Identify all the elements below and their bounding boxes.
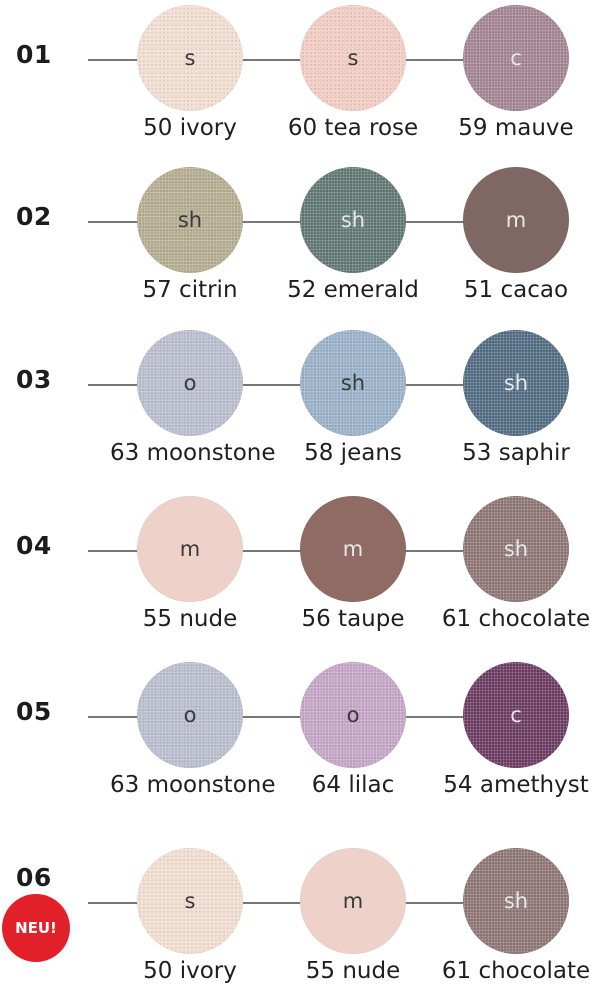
finish-code: s — [184, 46, 196, 70]
finish-code: sh — [177, 208, 203, 232]
color-swatch: sh — [137, 167, 243, 273]
color-swatch: o — [300, 662, 406, 768]
palette-row-05: 05 o 63 moonstone o 64 lilac c 54 amethyst — [0, 657, 612, 817]
color-swatch: m — [300, 848, 406, 954]
color-swatch: s — [137, 5, 243, 111]
shade-label: 64 lilac — [311, 772, 395, 798]
shade-item: s 50 ivory — [110, 5, 270, 141]
shade-item: c 59 mauve — [436, 5, 596, 141]
palette-number: 01 — [16, 40, 52, 69]
shade-label: 51 cacao — [463, 277, 569, 303]
color-swatch: c — [463, 5, 569, 111]
palette-number: 06 — [16, 863, 52, 892]
finish-code: s — [347, 46, 359, 70]
finish-code: o — [183, 703, 197, 727]
new-badge-label: NEU! — [15, 919, 57, 937]
shade-item: c 54 amethyst — [436, 662, 596, 798]
shade-item: s 50 ivory — [110, 848, 270, 984]
finish-code: o — [183, 371, 197, 395]
color-swatch: sh — [300, 167, 406, 273]
shade-label: 54 amethyst — [443, 772, 589, 798]
color-swatch: o — [137, 662, 243, 768]
color-swatch: m — [300, 496, 406, 602]
color-swatch: s — [137, 848, 243, 954]
shade-label: 50 ivory — [143, 115, 237, 141]
finish-code: o — [346, 703, 360, 727]
shade-item: sh 53 saphir — [436, 330, 596, 466]
shade-label: 61 chocolate — [441, 958, 591, 984]
palette-number: 03 — [16, 365, 52, 394]
shade-item: m 55 nude — [273, 848, 433, 984]
shade-item: m 55 nude — [110, 496, 270, 632]
color-swatch: sh — [463, 330, 569, 436]
palette-number: 04 — [16, 531, 52, 560]
shade-label: 60 tea rose — [287, 115, 419, 141]
shade-item: sh 61 chocolate — [436, 496, 596, 632]
shade-label: 53 saphir — [462, 440, 570, 466]
color-swatch: sh — [300, 330, 406, 436]
shade-item: sh 57 citrin — [110, 167, 270, 303]
shade-item: o 64 lilac — [273, 662, 433, 798]
shade-item: s 60 tea rose — [273, 5, 433, 141]
shade-label: 63 moonstone — [110, 440, 276, 466]
shade-label: 57 citrin — [142, 277, 238, 303]
color-swatch: s — [300, 5, 406, 111]
shade-label: 59 mauve — [458, 115, 574, 141]
shade-item: sh 58 jeans — [273, 330, 433, 466]
finish-code: s — [184, 889, 196, 913]
palette-row-02: 02 sh 57 citrin sh 52 emerald m 51 cacao — [0, 162, 612, 322]
finish-code: c — [510, 703, 522, 727]
finish-code: m — [342, 537, 364, 561]
finish-code: sh — [503, 537, 529, 561]
color-swatch: c — [463, 662, 569, 768]
color-swatch: o — [137, 330, 243, 436]
palette-row-03: 03 o 63 moonstone sh 58 jeans sh 53 saphir — [0, 325, 612, 485]
finish-code: sh — [503, 371, 529, 395]
finish-code: m — [179, 537, 201, 561]
shade-label: 55 nude — [142, 606, 238, 632]
finish-code: sh — [340, 208, 366, 232]
shade-label: 56 taupe — [301, 606, 405, 632]
shade-label: 50 ivory — [143, 958, 237, 984]
finish-code: c — [510, 46, 522, 70]
shade-item: m 51 cacao — [436, 167, 596, 303]
color-swatch: sh — [463, 848, 569, 954]
shade-item: o 63 moonstone — [110, 330, 276, 466]
shade-label: 55 nude — [305, 958, 401, 984]
palette-row-04: 04 m 55 nude m 56 taupe sh 61 chocolate — [0, 491, 612, 651]
shade-item: o 63 moonstone — [110, 662, 276, 798]
shade-item: sh 61 chocolate — [436, 848, 596, 984]
shade-label: 61 chocolate — [441, 606, 591, 632]
finish-code: m — [342, 889, 364, 913]
palette-number: 05 — [16, 697, 52, 726]
shade-item: sh 52 emerald — [273, 167, 433, 303]
shade-label: 52 emerald — [287, 277, 419, 303]
finish-code: sh — [503, 889, 529, 913]
palette-number: 02 — [16, 202, 52, 231]
shade-item: m 56 taupe — [273, 496, 433, 632]
color-swatch: m — [463, 167, 569, 273]
finish-code: m — [505, 208, 527, 232]
new-badge: NEU! — [2, 894, 70, 962]
finish-code: sh — [340, 371, 366, 395]
shade-label: 58 jeans — [304, 440, 402, 466]
shade-label: 63 moonstone — [110, 772, 276, 798]
color-swatch: sh — [463, 496, 569, 602]
palette-row-06: 06 s 50 ivory m 55 nude sh 61 chocolate — [0, 843, 612, 1003]
color-swatch: m — [137, 496, 243, 602]
palette-row-01: 01 s 50 ivory s 60 tea rose c 59 mauve — [0, 0, 612, 160]
